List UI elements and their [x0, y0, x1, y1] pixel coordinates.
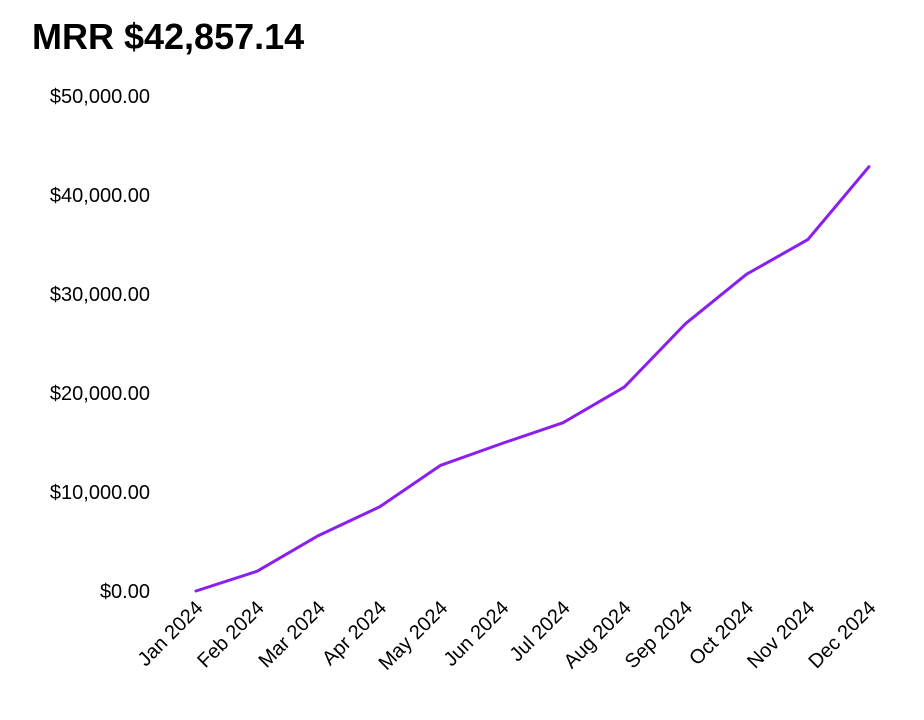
data-point: [623, 386, 625, 388]
series-line: [194, 165, 871, 593]
x-tick-label: Dec 2024: [804, 597, 880, 673]
x-tick-label: Jun 2024: [440, 597, 514, 671]
x-tick-label: Mar 2024: [255, 597, 330, 672]
data-point: [868, 166, 870, 168]
data-point: [379, 506, 381, 508]
y-tick-label: $30,000.00: [50, 284, 150, 306]
data-point: [807, 239, 809, 241]
y-tick-label: $40,000.00: [50, 185, 150, 207]
y-tick-label: $10,000.00: [50, 482, 150, 504]
x-tick-label: Feb 2024: [193, 597, 268, 672]
data-point: [195, 590, 197, 592]
y-tick-label: $20,000.00: [50, 383, 150, 405]
y-tick-label: $50,000.00: [50, 86, 150, 108]
data-point: [317, 535, 319, 537]
series-layer: [194, 165, 871, 593]
page-title: MRR $42,857.14: [32, 16, 305, 57]
data-point: [746, 273, 748, 275]
data-point: [440, 464, 442, 466]
y-tick-label: $0.00: [100, 581, 150, 603]
data-point: [562, 422, 564, 424]
x-tick-label: Sep 2024: [621, 597, 697, 673]
data-point: [501, 442, 503, 444]
data-point: [684, 323, 686, 325]
y-axis-labels: $0.00 $10,000.00 $20,000.00 $30,000.00 $40,0…: [50, 86, 150, 603]
data-point: [256, 570, 258, 572]
